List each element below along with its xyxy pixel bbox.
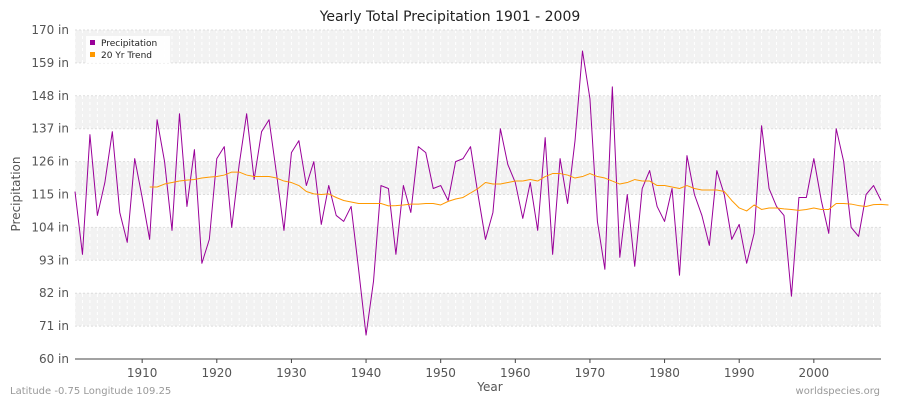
y-tick-label: 170 in <box>31 23 69 37</box>
y-tick-label: 115 in <box>31 188 69 202</box>
y-tick-label: 60 in <box>39 352 69 366</box>
legend-swatch-trend <box>90 52 95 57</box>
legend-label-trend: 20 Yr Trend <box>101 51 152 61</box>
series-layer <box>74 50 889 336</box>
y-tick-labels: 60 in 71 in 82 in 93 in 104 in 115 in 126 in 13… <box>31 23 69 366</box>
x-tick-labels: 1910 1920 1930 1940 1950 1960 1970 1980 1990 2000 <box>127 359 829 380</box>
x-tick-label: 1910 <box>127 366 158 380</box>
gridlines <box>74 29 882 360</box>
x-tick-label: 1990 <box>724 366 755 380</box>
legend-label-precipitation: Precipitation <box>101 39 157 49</box>
legend-box <box>86 36 170 63</box>
legend-swatch-precipitation <box>90 40 95 45</box>
y-tick-label: 126 in <box>31 155 69 169</box>
plot-band <box>75 95 881 129</box>
x-tick-label: 1970 <box>575 366 606 380</box>
x-tick-label: 1960 <box>500 366 531 380</box>
x-axis-label: Year <box>476 380 502 394</box>
legend: Precipitation 20 Yr Trend <box>86 36 170 63</box>
footer-source: worldspecies.org <box>796 386 880 397</box>
y-tick-label: 82 in <box>39 286 69 300</box>
y-tick-label: 159 in <box>31 56 69 70</box>
x-tick-label: 2000 <box>799 366 830 380</box>
y-tick-label: 71 in <box>39 319 69 333</box>
x-tick-label: 1930 <box>276 366 307 380</box>
trend-line <box>149 171 889 212</box>
y-axis-label: Precipitation <box>9 156 23 231</box>
y-tick-label: 137 in <box>31 122 69 136</box>
y-tick-label: 104 in <box>31 220 69 234</box>
x-tick-label: 1920 <box>202 366 233 380</box>
footer-coordinates: Latitude -0.75 Longitude 109.25 <box>10 386 171 397</box>
chart-title: Yearly Total Precipitation 1901 - 2009 <box>319 9 581 25</box>
x-tick-label: 1940 <box>351 366 382 380</box>
x-tick-label: 1950 <box>425 366 456 380</box>
plot-band <box>75 293 881 327</box>
precipitation-line <box>74 50 882 336</box>
x-tick-label: 1980 <box>649 366 680 380</box>
plot-band <box>75 30 881 63</box>
y-tick-label: 148 in <box>31 89 69 103</box>
plot-band <box>75 227 881 261</box>
y-tick-label: 93 in <box>39 253 69 267</box>
